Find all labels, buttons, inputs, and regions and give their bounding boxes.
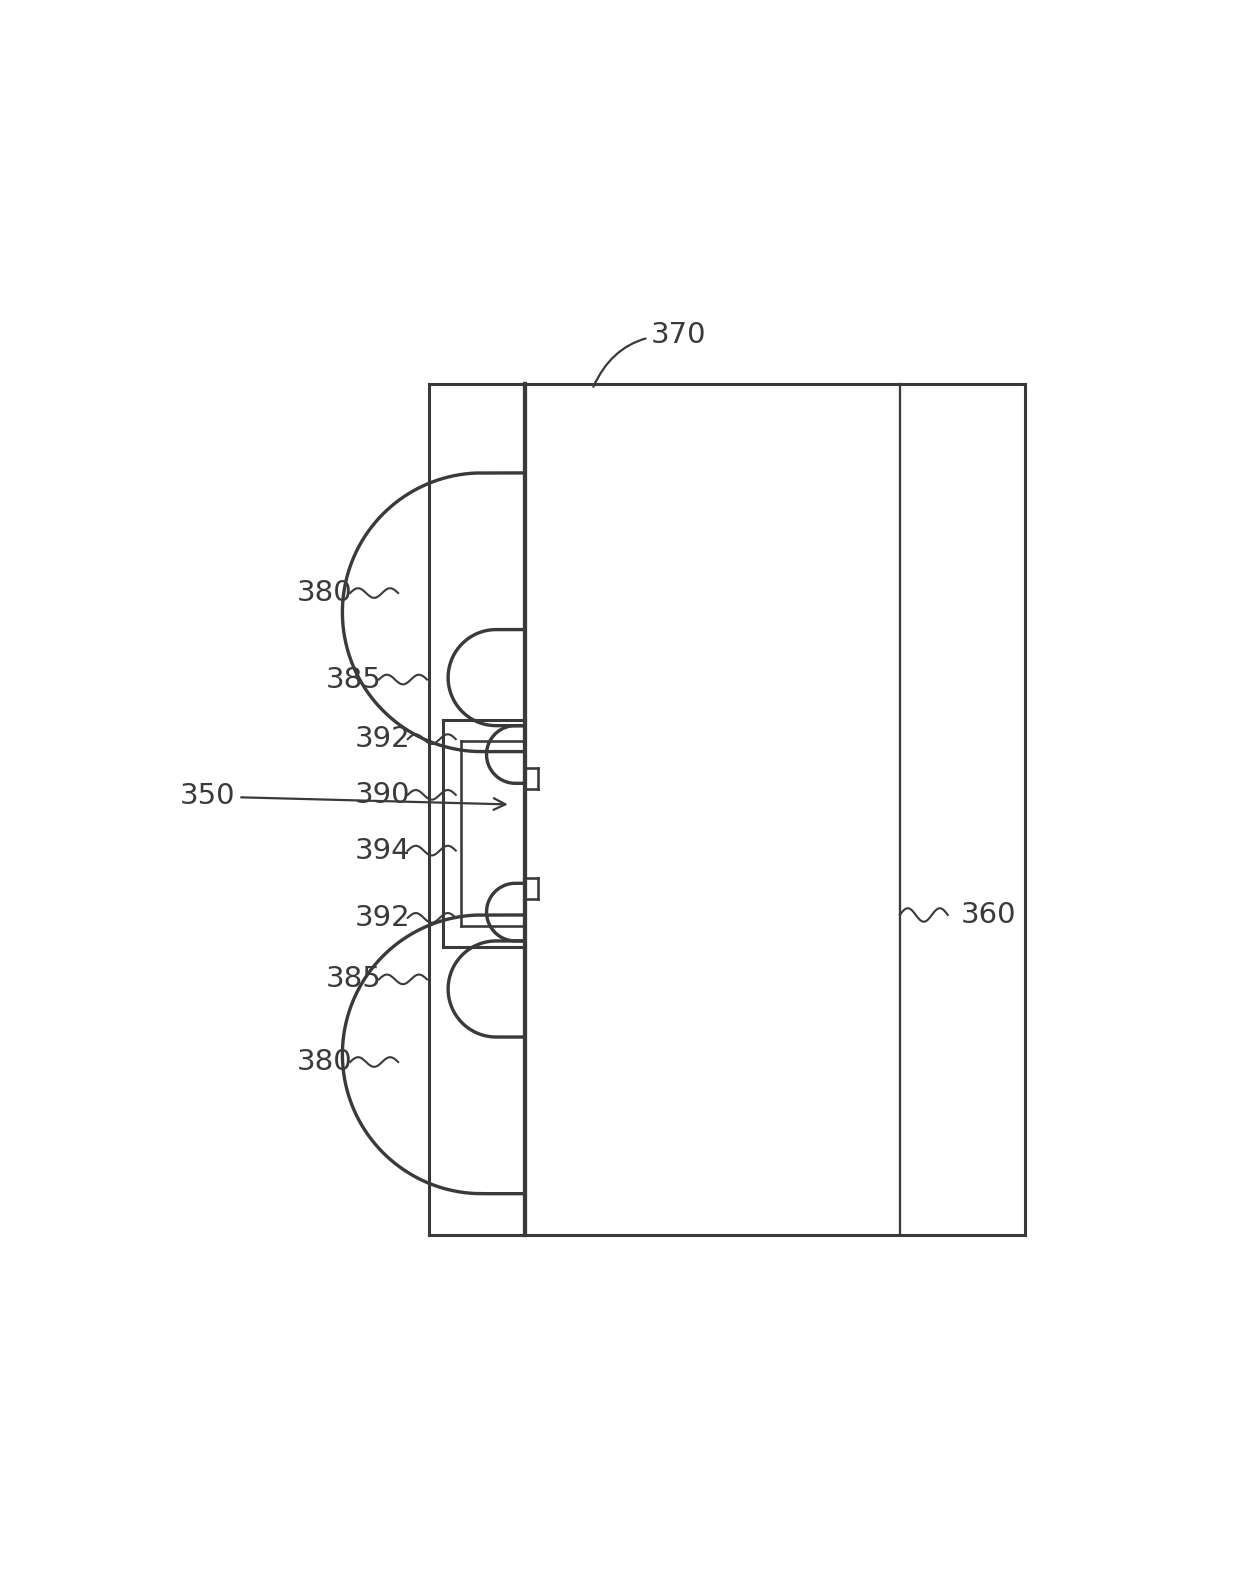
Text: 360: 360	[960, 902, 1016, 929]
Text: 380: 380	[298, 1048, 353, 1075]
Text: 380: 380	[298, 578, 353, 607]
Text: 390: 390	[355, 781, 410, 809]
Text: 394: 394	[355, 836, 410, 865]
Text: 392: 392	[355, 725, 410, 753]
Text: 392: 392	[355, 903, 410, 932]
Text: 385: 385	[326, 666, 382, 693]
Text: 385: 385	[326, 965, 382, 994]
Text: 370: 370	[594, 322, 707, 387]
Text: 350: 350	[180, 782, 506, 811]
